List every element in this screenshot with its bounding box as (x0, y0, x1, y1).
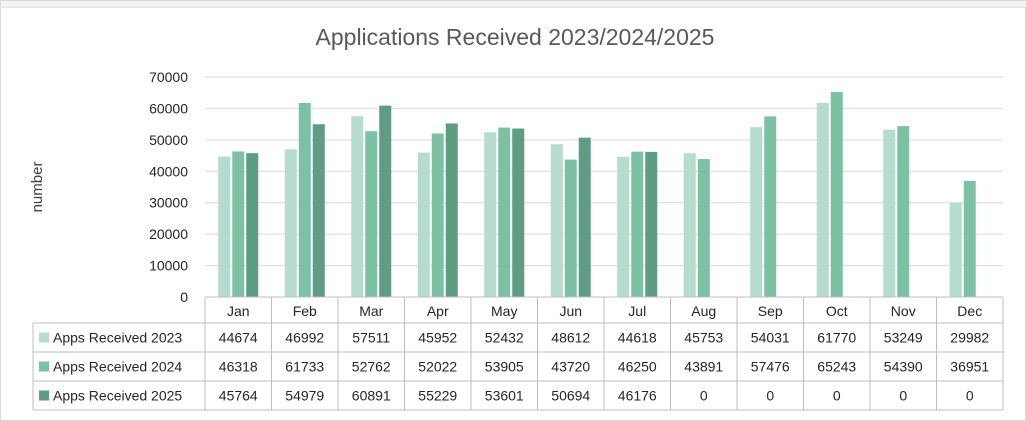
table-cell-value: 57476 (751, 359, 790, 375)
table-cell-value: 50694 (551, 388, 590, 404)
table-cell-value: 48612 (551, 330, 590, 346)
table-cell-value: 52432 (485, 330, 524, 346)
bar-jul-series-1[interactable] (617, 156, 630, 297)
bar-jan-series-3[interactable] (246, 153, 259, 297)
table-cell-value: 43720 (551, 359, 590, 375)
legend-key (39, 361, 49, 372)
y-tick-label: 10000 (149, 258, 188, 274)
bar-mar-series-1[interactable] (351, 116, 364, 297)
table-cell-value: 60891 (352, 388, 391, 404)
bar-aug-series-1[interactable] (683, 153, 696, 297)
y-tick-label: 0 (180, 289, 188, 305)
x-tick-label: Sep (758, 303, 783, 319)
bar-oct-series-1[interactable] (816, 102, 829, 297)
table-cell-value: 54031 (751, 330, 790, 346)
table-cell-value: 0 (766, 388, 774, 404)
table-cell-value: 46992 (285, 330, 324, 346)
bar-feb-series-2[interactable] (298, 102, 311, 298)
bar-feb-series-1[interactable] (284, 149, 297, 297)
bar-nov-series-1[interactable] (883, 129, 896, 297)
x-tick-label: May (491, 303, 517, 319)
bar-sep-series-1[interactable] (750, 127, 763, 297)
table-cell-value: 0 (833, 388, 841, 404)
table-cell-value: 44674 (219, 330, 258, 346)
table-cell-value: 55229 (418, 388, 457, 404)
sheet-header-strip (1, 1, 1026, 8)
bar-apr-series-1[interactable] (417, 152, 430, 297)
legend-key (39, 390, 49, 401)
bar-jun-series-1[interactable] (550, 144, 563, 297)
table-cell-value: 53905 (485, 359, 524, 375)
table-cell-value: 0 (899, 388, 907, 404)
legend-key (39, 332, 49, 343)
bar-jul-series-2[interactable] (631, 151, 644, 297)
table-cell-value: 46176 (618, 388, 657, 404)
bar-may-series-2[interactable] (498, 127, 511, 297)
bar-mar-series-2[interactable] (365, 131, 378, 297)
table-cell-value: 52762 (352, 359, 391, 375)
x-tick-label: Aug (691, 303, 716, 319)
table-cell-value: 61733 (285, 359, 324, 375)
table-cell-value: 45764 (219, 388, 258, 404)
table-cell-value: 44618 (618, 330, 657, 346)
table-cell-value: 54390 (884, 359, 923, 375)
bar-nov-series-2[interactable] (897, 126, 910, 297)
bar-apr-series-3[interactable] (445, 123, 458, 297)
table-cell-value: 46250 (618, 359, 657, 375)
x-tick-label: Nov (891, 303, 916, 319)
y-tick-label: 40000 (149, 163, 188, 179)
x-tick-label: Jul (628, 303, 646, 319)
y-tick-label: 20000 (149, 226, 188, 242)
y-tick-label: 70000 (149, 69, 188, 85)
table-cell-value: 45952 (418, 330, 457, 346)
legend-entry: Apps Received 2025 (53, 388, 182, 404)
bar-feb-series-3[interactable] (312, 124, 325, 297)
y-tick-label: 30000 (149, 195, 188, 211)
table-cell-value: 65243 (817, 359, 856, 375)
bar-sep-series-2[interactable] (764, 116, 777, 297)
y-axis-label: number (29, 162, 46, 213)
x-tick-label: Jun (559, 303, 582, 319)
table-cell-value: 61770 (817, 330, 856, 346)
y-tick-label: 60000 (149, 100, 188, 116)
bar-jan-series-1[interactable] (218, 156, 231, 297)
x-tick-label: Mar (359, 303, 383, 319)
table-cell-value: 29982 (950, 330, 989, 346)
bar-jun-series-3[interactable] (578, 137, 591, 297)
bar-aug-series-2[interactable] (697, 159, 710, 297)
bar-oct-series-2[interactable] (830, 91, 843, 298)
table-cell-value: 36951 (950, 359, 989, 375)
legend-entry: Apps Received 2024 (53, 359, 182, 375)
table-cell-value: 53601 (485, 388, 524, 404)
x-tick-label: Dec (957, 303, 982, 319)
bar-jan-series-2[interactable] (232, 151, 245, 297)
bar-may-series-3[interactable] (512, 128, 525, 297)
legend-entry: Apps Received 2023 (53, 330, 182, 346)
x-tick-label: Apr (427, 303, 449, 319)
y-tick-label: 50000 (149, 132, 188, 148)
bar-jun-series-2[interactable] (564, 159, 577, 297)
bar-dec-series-1[interactable] (949, 202, 962, 297)
bar-may-series-1[interactable] (484, 132, 497, 297)
chart-title: Applications Received 2023/2024/2025 (316, 24, 715, 50)
table-cell-value: 45753 (684, 330, 723, 346)
x-tick-label: Jan (227, 303, 250, 319)
bar-mar-series-3[interactable] (379, 105, 392, 297)
table-cell-value: 43891 (684, 359, 723, 375)
table-cell-value: 54979 (285, 388, 324, 404)
x-tick-label: Feb (293, 303, 317, 319)
table-cell-value: 53249 (884, 330, 923, 346)
table-cell-value: 57511 (352, 330, 390, 346)
table-cell-value: 52022 (418, 359, 457, 375)
bar-apr-series-2[interactable] (431, 133, 444, 297)
table-cell-value: 0 (700, 388, 708, 404)
bar-jul-series-3[interactable] (645, 151, 658, 297)
table-cell-value: 46318 (219, 359, 258, 375)
bar-dec-series-2[interactable] (963, 180, 976, 297)
x-tick-label: Oct (826, 303, 848, 319)
table-cell-value: 0 (966, 388, 974, 404)
